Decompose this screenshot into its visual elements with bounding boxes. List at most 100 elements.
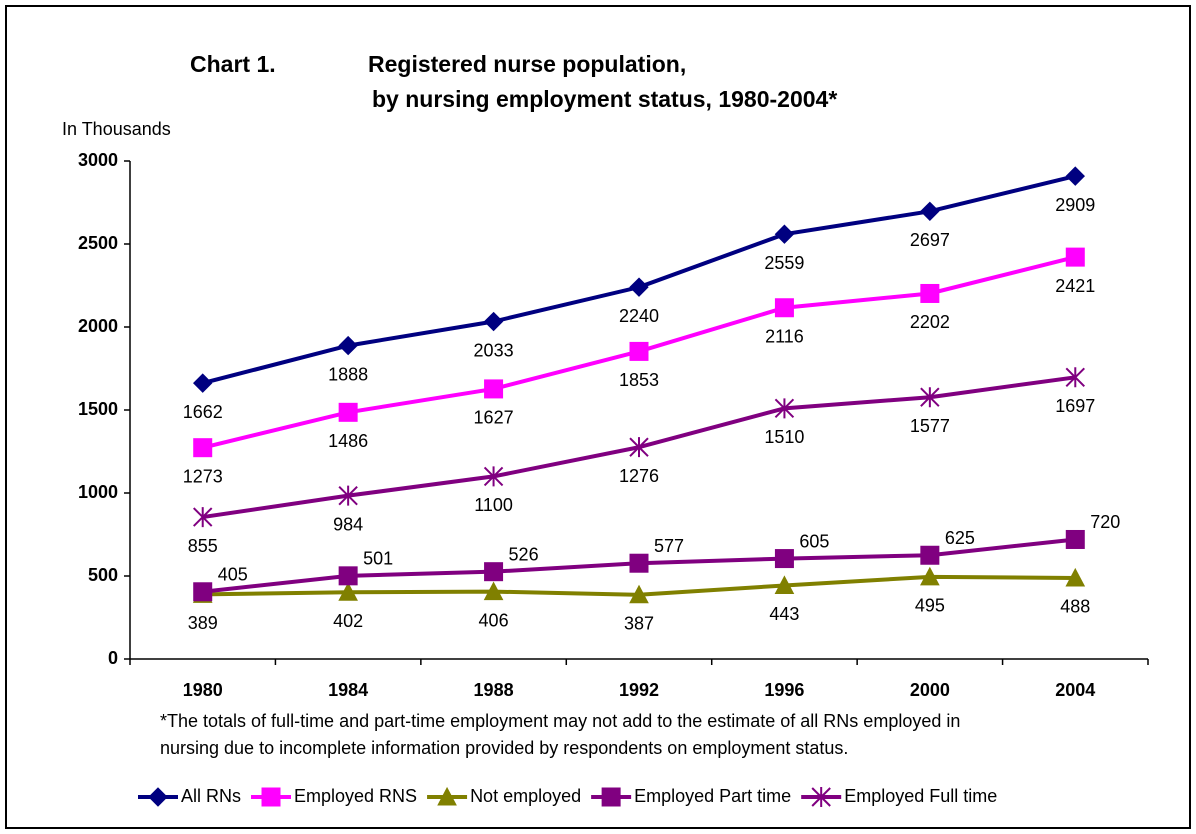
data-label: 625: [945, 528, 975, 548]
chart-frame: [5, 5, 1191, 829]
marker: [920, 283, 940, 303]
data-label: 1510: [764, 427, 804, 447]
data-label: 1697: [1055, 396, 1095, 416]
data-label: 2116: [765, 326, 804, 346]
chart-title: Chart 1.: [190, 51, 276, 77]
footnote: *The totals of full-time and part-time e…: [160, 711, 960, 731]
marker: [338, 402, 358, 422]
data-label: 2421: [1055, 276, 1095, 296]
marker: [629, 553, 649, 573]
legend-label: Employed RNS: [294, 786, 417, 806]
marker: [338, 566, 358, 586]
marker: [338, 335, 358, 356]
y-axis-label: In Thousands: [62, 119, 171, 139]
marker: [601, 787, 621, 807]
data-label: 402: [333, 611, 363, 631]
legend-label: All RNs: [181, 786, 241, 806]
data-label: 2202: [910, 312, 950, 332]
data-label: 405: [218, 565, 248, 585]
data-label: 2033: [474, 340, 514, 360]
y-tick-label: 1000: [78, 482, 118, 502]
x-tick-label: 2000: [910, 680, 950, 700]
marker: [774, 298, 794, 318]
marker: [483, 581, 504, 601]
marker: [338, 582, 358, 601]
marker: [774, 224, 795, 244]
marker: [629, 341, 649, 361]
x-tick-label: 2004: [1055, 680, 1095, 700]
legend-label: Employed Full time: [844, 786, 997, 806]
x-tick-label: 1980: [183, 680, 223, 700]
data-label: 720: [1090, 512, 1120, 532]
data-label: 577: [654, 536, 684, 556]
marker: [193, 582, 213, 602]
marker: [920, 387, 940, 408]
marker: [1065, 166, 1085, 186]
y-tick-label: 500: [88, 565, 118, 585]
data-label: 2909: [1055, 195, 1095, 215]
data-label: 1853: [619, 370, 659, 390]
marker: [629, 584, 649, 604]
marker: [193, 507, 213, 528]
marker: [920, 566, 940, 586]
y-tick-label: 2500: [78, 233, 118, 253]
data-label: 1486: [328, 431, 368, 451]
y-tick-label: 3000: [78, 150, 118, 170]
data-label: 984: [333, 514, 363, 534]
marker: [774, 398, 795, 419]
legend-label: Employed Part time: [634, 786, 791, 806]
marker: [484, 379, 504, 399]
chart-title: Registered nurse population,: [368, 51, 686, 77]
data-label: 2559: [764, 253, 804, 273]
data-label: 1100: [474, 495, 513, 515]
y-tick-label: 2000: [78, 316, 118, 336]
marker: [261, 787, 281, 807]
data-label: 1627: [474, 408, 514, 428]
data-label: 1577: [910, 416, 950, 436]
data-label: 406: [479, 610, 509, 630]
marker: [1065, 529, 1085, 549]
marker: [920, 545, 940, 565]
marker: [483, 311, 504, 332]
marker: [629, 277, 649, 297]
legend-label: Not employed: [470, 786, 581, 806]
x-tick-label: 1988: [474, 680, 514, 700]
data-label: 488: [1060, 597, 1090, 617]
data-label: 2240: [619, 306, 659, 326]
y-tick-label: 0: [108, 648, 118, 668]
data-label: 605: [799, 531, 829, 551]
marker: [193, 373, 213, 393]
data-label: 1888: [328, 364, 368, 384]
marker: [811, 787, 831, 807]
chart-title: by nursing employment status, 1980-2004*: [372, 86, 837, 112]
footnote: nursing due to incomplete information pr…: [160, 738, 848, 758]
data-label: 526: [509, 544, 539, 564]
data-label: 495: [915, 596, 945, 616]
x-tick-label: 1984: [328, 680, 368, 700]
marker: [774, 549, 794, 569]
marker: [148, 787, 168, 807]
x-tick-label: 1992: [619, 680, 659, 700]
data-label: 855: [188, 536, 218, 556]
marker: [1065, 367, 1085, 388]
marker: [484, 562, 504, 582]
x-tick-label: 1996: [764, 680, 804, 700]
data-label: 2697: [910, 230, 950, 250]
marker: [629, 437, 649, 458]
marker: [1065, 567, 1086, 587]
marker: [338, 485, 358, 506]
marker: [774, 575, 795, 594]
marker: [483, 466, 504, 487]
data-label: 387: [624, 614, 654, 634]
data-label: 389: [188, 613, 218, 633]
data-label: 501: [363, 549, 393, 569]
y-tick-label: 1500: [78, 399, 118, 419]
data-label: 443: [769, 604, 799, 624]
data-label: 1273: [183, 466, 223, 486]
marker: [193, 438, 213, 458]
data-label: 1276: [619, 466, 659, 486]
marker: [437, 786, 457, 806]
data-label: 1662: [183, 402, 223, 422]
marker: [920, 201, 940, 222]
